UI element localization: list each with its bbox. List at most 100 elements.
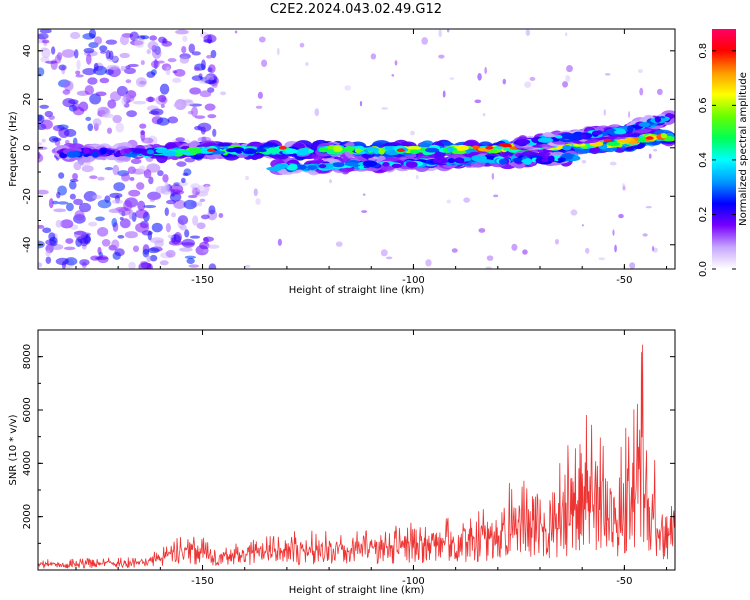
peak-spot [278,145,287,150]
noise-blob [165,222,171,233]
peak-spot [485,145,494,150]
noise-blob [173,199,186,209]
y-tick-label: 40 [22,44,33,57]
noise-blob [474,99,482,104]
noise-blob [204,184,210,193]
noise-blob [149,195,156,202]
noise-blob [146,263,153,269]
noise-blob [191,51,201,56]
noise-blob [57,201,69,205]
noise-blob [201,59,206,71]
ridge-core [638,122,651,127]
noise-blob [609,161,617,166]
ridge-core [447,158,456,164]
noise-blob [442,90,446,98]
noise-blob [361,210,368,213]
noise-blob [93,62,99,72]
ridge-core [537,137,554,143]
noise-blob [478,228,486,233]
noise-blob [48,115,55,120]
ridge-core [547,155,555,162]
noise-blob [314,108,320,117]
noise-blob [45,256,52,264]
noise-blob [165,249,176,258]
ridge-core [344,162,360,167]
noise-blob [194,115,206,119]
noise-blob [113,182,126,192]
noise-blob [88,221,98,227]
noise-blob [158,94,167,103]
ridge-core [366,146,379,152]
noise-blob [154,239,164,248]
noise-blob [179,247,193,252]
noise-blob [38,67,45,77]
noise-blob [78,202,92,213]
ridge-core [454,157,465,164]
noise-blob [164,207,169,216]
noise-blob [415,175,419,180]
noise-blob [255,198,261,205]
x-tick-label: -50 [616,576,632,587]
noise-blob [137,200,146,211]
noise-blob [628,111,631,118]
noise-blob [141,137,154,144]
ridge-core [605,128,618,135]
noise-blob [38,33,49,40]
y-tick-label: 0 [22,145,33,151]
noise-blob [529,76,536,81]
noise-blob [202,248,209,253]
noise-blob [164,181,169,192]
noise-blob [162,173,169,183]
noise-blob [101,239,111,247]
noise-blob [58,172,65,179]
noise-blob [176,161,187,167]
colorbar-tick-label: 0.0 [698,261,709,277]
noise-blob [653,148,658,152]
noise-blob [105,39,118,45]
noise-blob [126,110,137,118]
noise-blob [159,260,169,266]
noise-blob [120,65,126,72]
noise-blob [138,165,146,173]
ridge-core [99,149,107,155]
noise-blob [121,172,131,182]
noise-blob [74,49,79,59]
noise-blob [80,237,89,247]
noise-blob [119,34,130,46]
noise-blob [142,248,150,258]
noise-blob [73,198,84,206]
noise-blob [554,238,559,245]
y-tick-label: 8000 [22,344,33,369]
noise-blob [219,91,227,96]
noise-blob [618,213,624,219]
noise-blob [106,64,120,70]
noise-blob [39,29,52,34]
ridge-core [242,148,258,155]
noise-blob [183,199,197,210]
noise-blob [566,65,573,73]
noise-blob [63,246,76,251]
noise-blob [99,77,110,84]
ridge-core [573,142,586,147]
noise-blob [149,254,158,262]
ridge-core [555,135,563,139]
noise-blob [55,219,63,228]
noise-blob [425,259,432,267]
noise-blob [206,54,213,59]
noise-blob [191,106,198,118]
noise-blob [207,244,220,249]
noise-blob [208,263,217,269]
y-axis-title: Frequency (Hz) [8,111,19,187]
noise-blob [119,216,124,221]
noise-blob [656,88,663,96]
noise-blob [101,113,114,119]
noise-blob [52,137,62,142]
noise-blob [87,123,94,132]
noise-blob [218,212,224,219]
noise-blob [148,110,160,115]
noise-blob [136,182,145,190]
noise-blob [380,249,388,257]
noise-blob [105,49,111,60]
noise-blob [449,77,455,80]
ridge-core [654,116,662,123]
